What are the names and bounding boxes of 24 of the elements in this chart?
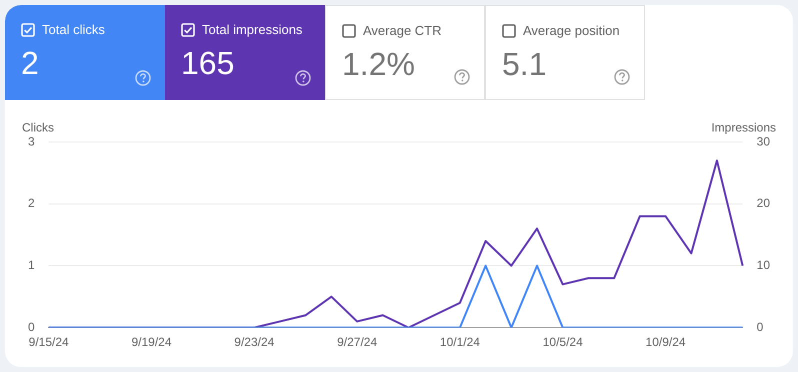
x-tick-label: 10/5/24 [542, 335, 584, 350]
y2-axis-title: Impressions [711, 120, 776, 134]
text: 165 [181, 45, 234, 81]
y2-tick-label: 30 [756, 134, 770, 148]
y-axis-title: Clicks [22, 120, 54, 134]
y-tick-label: 1 [28, 258, 35, 272]
x-tick-label: 10/9/24 [646, 335, 686, 350]
y-tick-label: 0 [28, 320, 35, 334]
y-tick-label: 2 [28, 196, 35, 210]
x-tick-label: 9/19/24 [131, 335, 172, 350]
y2-tick-label: 0 [756, 320, 764, 334]
x-tick-label: 9/15/24 [28, 335, 70, 350]
y-tick-label: 3 [28, 134, 35, 148]
text: 5.1 [502, 46, 546, 82]
category-label: Total clicks [42, 22, 105, 37]
x-tick-label: 9/27/24 [337, 335, 378, 350]
x-tick-label: 9/23/24 [234, 335, 275, 350]
category-label: Total impressions [202, 22, 302, 37]
text: 1.2% [342, 46, 415, 82]
x-tick-label: 10/1/24 [440, 335, 480, 350]
category-label: Average position [523, 23, 620, 38]
category-label: Average CTR [363, 23, 442, 38]
y2-tick-label: 10 [756, 258, 770, 272]
y2-tick-label: 20 [756, 196, 770, 210]
